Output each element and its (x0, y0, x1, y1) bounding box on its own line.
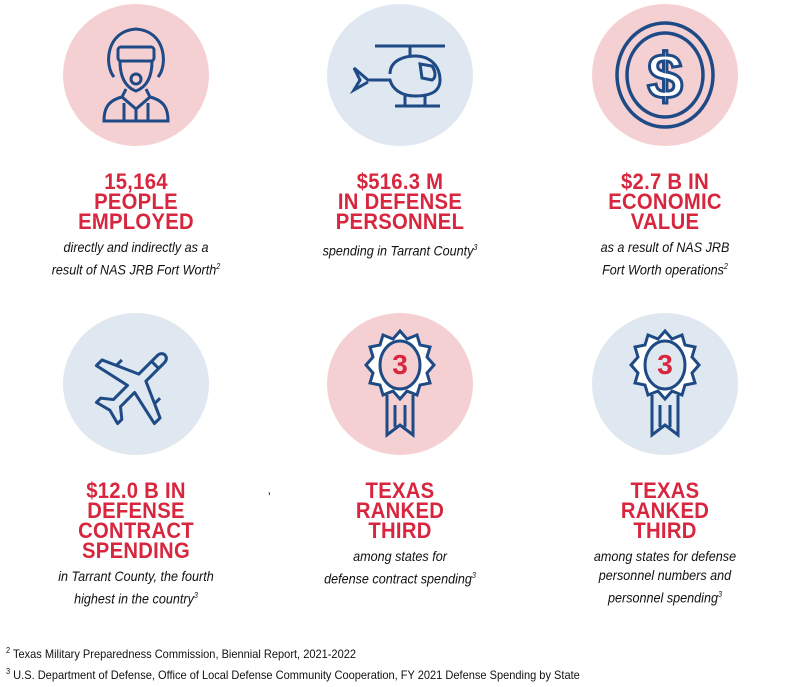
stat-card-contract-rank: 3 TEXAS RANKED THIRD among states for defen… (270, 313, 530, 589)
rank-badge-number: 3 (657, 349, 673, 380)
pilot-icon (102, 27, 170, 123)
stat-heading: $12.0 B IN DEFENSE CONTRACT SPENDING (78, 478, 194, 563)
footnote-3: 3 U.S. Department of Defense, Office of … (6, 667, 580, 682)
stat-card-economic-value: $ $2.7 B IN ECONOMIC VALUE as a result of … (535, 4, 795, 280)
stat-heading: 15,164 PEOPLE EMPLOYED (78, 169, 194, 234)
ribbon-award-icon (364, 328, 436, 439)
stat-heading: $516.3 M IN DEFENSE PERSONNEL (335, 169, 465, 234)
footnote-2: 2 Texas Military Preparedness Commission… (6, 646, 356, 661)
stat-description: spending in Tarrant County3 (322, 242, 478, 259)
icon-circle (63, 313, 209, 455)
stat-description: as a result of NAS JRB Fort Worth operati… (600, 239, 730, 278)
stat-description: among states for defense personnel number… (593, 548, 737, 606)
stat-card-contract-spending: $12.0 B IN DEFENSE CONTRACT SPENDING in Tar… (6, 313, 266, 609)
icon-circle: 3 (327, 313, 473, 455)
stat-card-personnel-rank: 3 TEXAS RANKED THIRD among states for defe… (535, 313, 795, 608)
icon-circle: $ (592, 4, 738, 146)
ribbon-award-icon (629, 328, 701, 439)
stat-heading: TEXAS RANKED THIRD (620, 478, 710, 543)
icon-circle (327, 4, 473, 146)
svg-text:$: $ (647, 40, 683, 112)
stat-description: in Tarrant County, the fourth highest in … (58, 568, 214, 607)
stray-mark: ’ (268, 490, 271, 504)
stat-heading: TEXAS RANKED THIRD (355, 478, 445, 543)
icon-circle (63, 4, 209, 146)
icon-circle: 3 (592, 313, 738, 455)
airplane-icon (94, 352, 168, 426)
stat-heading: $2.7 B IN ECONOMIC VALUE (608, 169, 722, 234)
rank-badge-number: 3 (392, 349, 408, 380)
stat-card-employed: 15,164 PEOPLE EMPLOYED directly and indire… (6, 4, 266, 280)
helicopter-icon (349, 44, 445, 108)
dollar-coin-icon: $ (615, 21, 715, 129)
stat-description: directly and indirectly as a result of NA… (51, 239, 221, 278)
stat-card-personnel-spending: $516.3 M IN DEFENSE PERSONNEL spending in … (270, 4, 530, 261)
stat-description: among states for defense contract spendin… (324, 548, 476, 587)
